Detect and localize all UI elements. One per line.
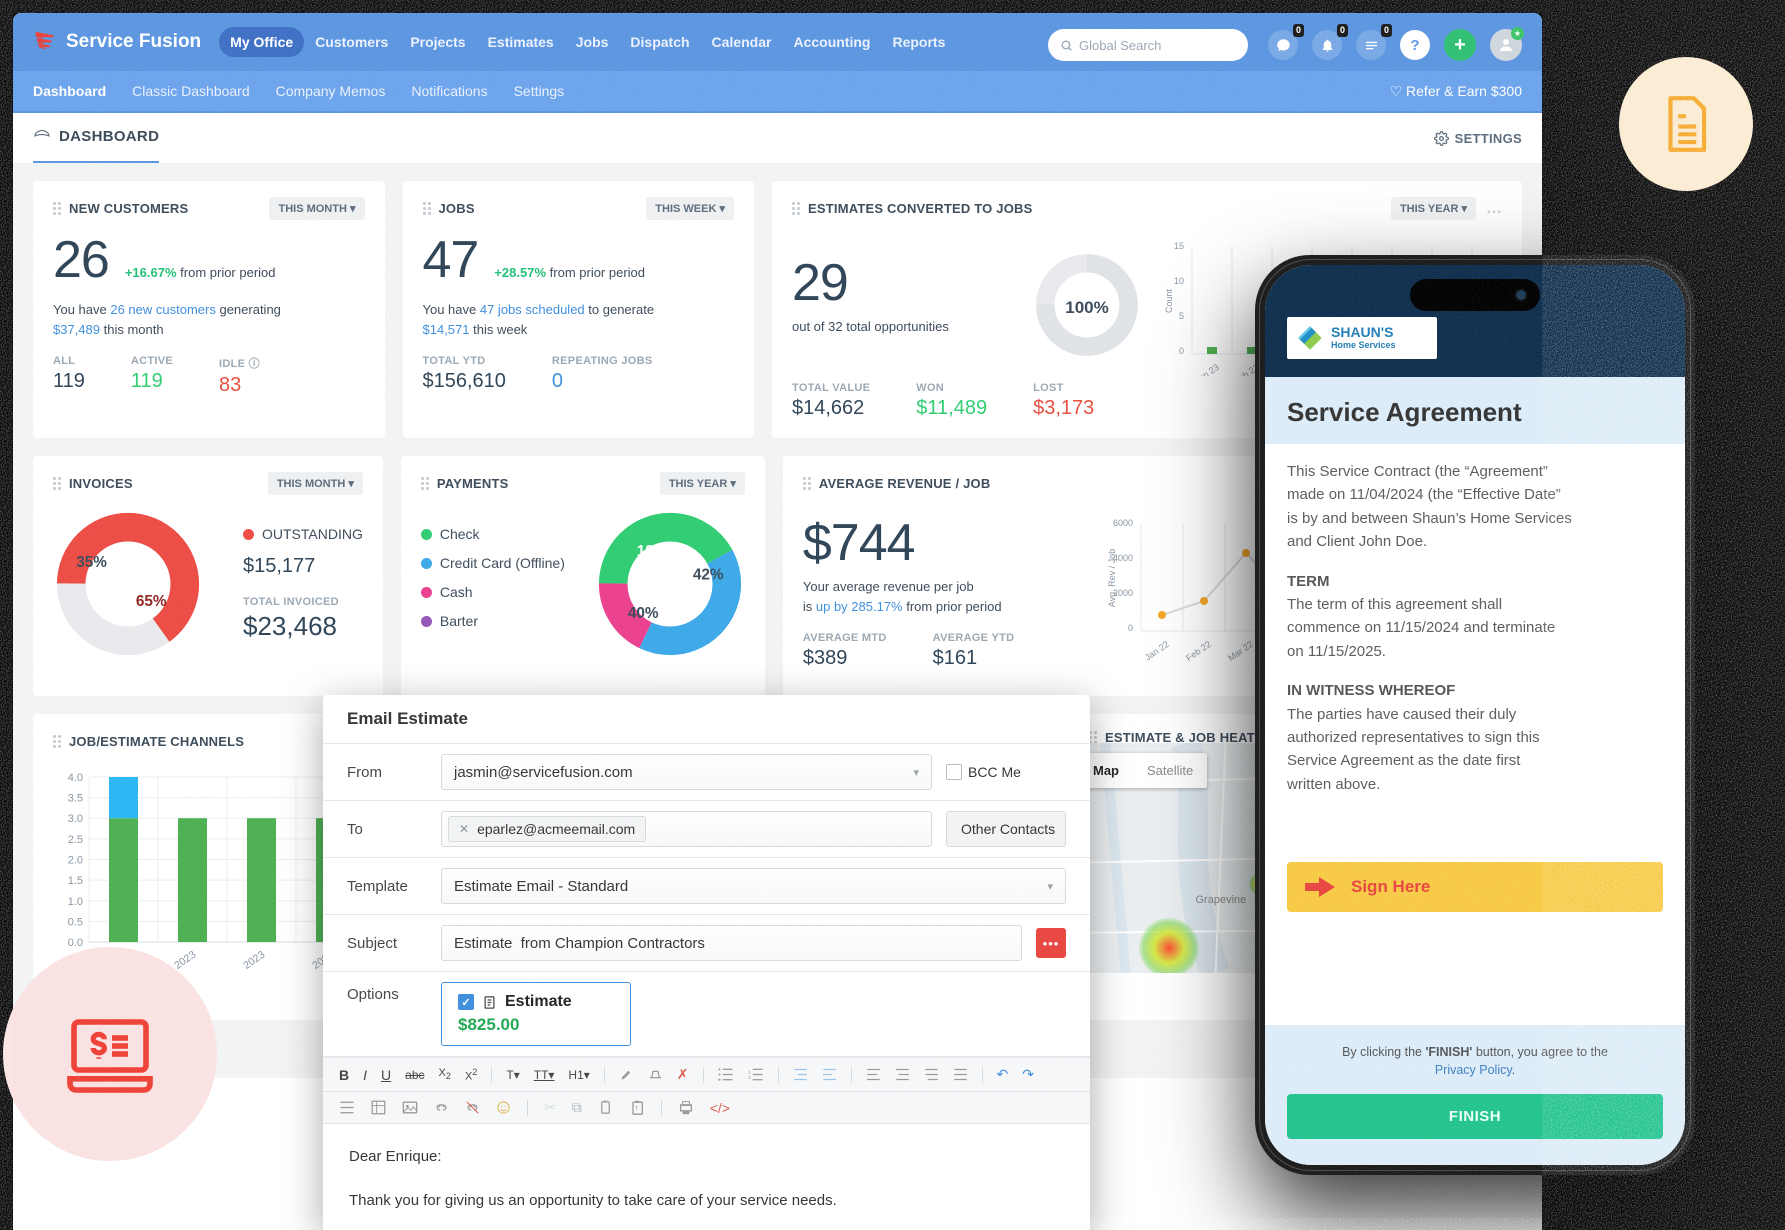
svg-text:5: 5 (1179, 311, 1184, 321)
svg-text:2: 2 (748, 1075, 751, 1080)
svg-text:15: 15 (1174, 241, 1184, 251)
svg-text:65%: 65% (136, 593, 167, 610)
svg-text:6000: 6000 (1113, 518, 1133, 528)
svg-text:2.5: 2.5 (68, 834, 83, 846)
svg-text:T: T (635, 1106, 639, 1112)
svg-text:35%: 35% (76, 554, 107, 571)
svg-text:Avg. Rev / Job: Avg. Rev / Job (1107, 549, 1117, 607)
svg-text:0.5: 0.5 (68, 916, 83, 928)
svg-text:Count: Count (1164, 289, 1174, 314)
svg-text:40%: 40% (628, 605, 659, 622)
svg-text:4.0: 4.0 (68, 772, 83, 784)
svg-text:2023: 2023 (172, 949, 198, 972)
svg-text:18%: 18% (637, 543, 668, 560)
svg-text:Feb 22: Feb 22 (1184, 639, 1213, 663)
svg-text:42%: 42% (693, 567, 724, 584)
svg-text:Grapevine: Grapevine (1196, 894, 1247, 906)
svg-text:Mar 22: Mar 22 (1226, 639, 1255, 663)
svg-text:1: 1 (748, 1070, 751, 1075)
svg-text:1.5: 1.5 (68, 875, 83, 887)
svg-text:3.0: 3.0 (68, 813, 83, 825)
svg-text:0.0: 0.0 (68, 937, 83, 949)
svg-text:Jan 23: Jan 23 (1193, 362, 1221, 376)
svg-text:Jan 22: Jan 22 (1143, 639, 1171, 663)
svg-text:10: 10 (1174, 276, 1184, 286)
svg-text:3.5: 3.5 (68, 793, 83, 805)
svg-text:100%: 100% (1065, 298, 1109, 317)
svg-text:1.0: 1.0 (68, 896, 83, 908)
svg-text:2.0: 2.0 (68, 855, 83, 867)
svg-text:0: 0 (1128, 623, 1133, 633)
svg-text:2023: 2023 (241, 949, 267, 972)
svg-text:0: 0 (1179, 346, 1184, 356)
